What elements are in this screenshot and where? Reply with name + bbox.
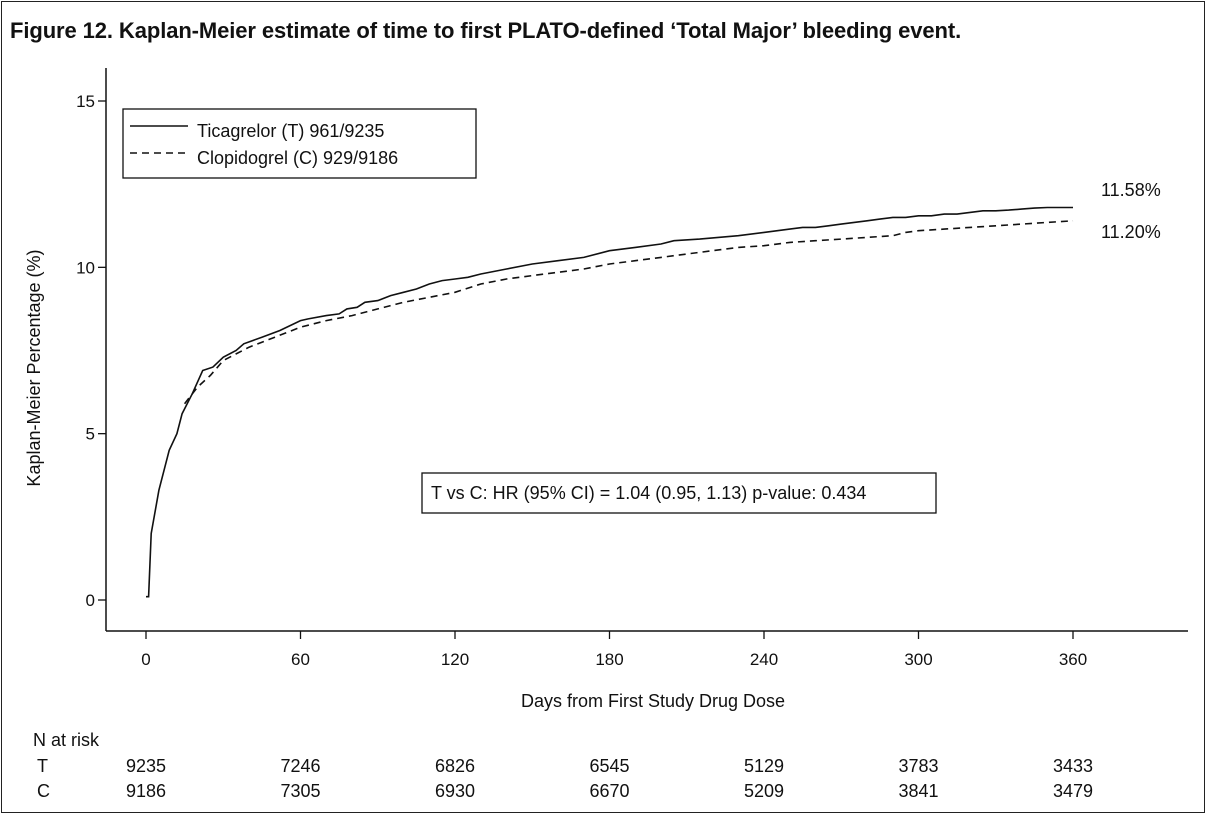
risk-count: 9186 (126, 781, 166, 801)
risk-row-label: C (37, 781, 50, 801)
ticagrelor-end-label: 11.58% (1101, 180, 1161, 200)
y-tick-label: 15 (76, 92, 95, 111)
risk-count: 5209 (744, 781, 784, 801)
risk-row-label: T (37, 756, 48, 776)
risk-count: 3479 (1053, 781, 1093, 801)
risk-table-header: N at risk (33, 730, 100, 750)
x-axis-label: Days from First Study Drug Dose (521, 691, 785, 711)
risk-count: 7305 (280, 781, 320, 801)
risk-count: 3783 (898, 756, 938, 776)
risk-count: 6670 (589, 781, 629, 801)
x-tick-label: 240 (750, 650, 778, 669)
risk-count: 9235 (126, 756, 166, 776)
clopidogrel-curve (183, 220, 1074, 405)
x-tick-label: 0 (141, 650, 150, 669)
x-tick-label: 180 (595, 650, 623, 669)
figure-title: Figure 12. Kaplan-Meier estimate of time… (10, 18, 962, 43)
chart-axes: 0 5 10 15 0 60 120 180 240 300 360 Days from First … (24, 68, 1188, 711)
risk-count: 6545 (589, 756, 629, 776)
hr-annotation-box (421, 472, 937, 514)
hr-annotation: T vs C: HR (95% CI) = 1.04 (0.95, 1.13) … (421, 472, 937, 514)
risk-count: 5129 (744, 756, 784, 776)
chart-curves: 11.58% 11.20% (146, 180, 1161, 598)
y-tick-label: 5 (86, 425, 95, 444)
x-tick-label: 60 (291, 650, 310, 669)
legend-label-clopidogrel: Clopidogrel (C) 929/9186 (197, 148, 398, 168)
hr-annotation-text: T vs C: HR (95% CI) = 1.04 (0.95, 1.13) … (431, 483, 866, 503)
y-tick-label: 10 (76, 258, 95, 277)
legend-box (122, 108, 477, 179)
risk-table: N at risk T 9235 7246 6826 6545 5129 3783 3433 C 9… (33, 730, 1093, 801)
x-tick-label: 120 (441, 650, 469, 669)
clopidogrel-end-label: 11.20% (1101, 222, 1161, 242)
risk-count: 7246 (280, 756, 320, 776)
x-tick-label: 360 (1059, 650, 1087, 669)
risk-count: 3841 (898, 781, 938, 801)
chart-legend: Ticagrelor (T) 961/9235 Clopidogrel (C) 9… (122, 108, 477, 179)
ticagrelor-curve (146, 206, 1073, 598)
y-axis-label: Kaplan-Meier Percentage (%) (24, 249, 44, 486)
y-tick-label: 0 (86, 591, 95, 610)
risk-count: 6930 (435, 781, 475, 801)
legend-label-ticagrelor: Ticagrelor (T) 961/9235 (197, 121, 384, 141)
risk-count: 3433 (1053, 756, 1093, 776)
risk-count: 6826 (435, 756, 475, 776)
x-tick-label: 300 (904, 650, 932, 669)
